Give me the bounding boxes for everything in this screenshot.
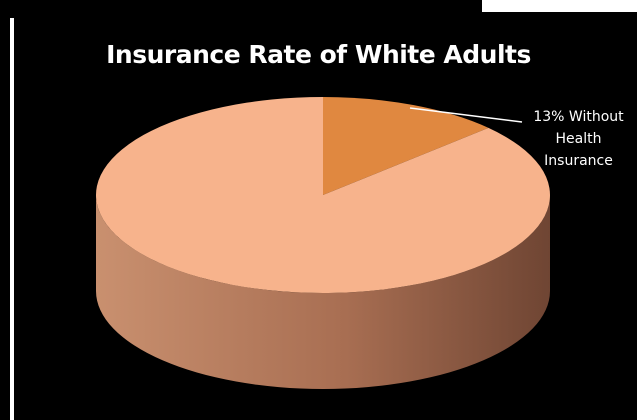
chart-title: Insurance Rate of White Adults	[106, 40, 531, 69]
left-rule	[10, 18, 14, 420]
corner-block	[482, 0, 637, 12]
pie-side	[96, 195, 550, 389]
pie-slice-1	[323, 97, 489, 195]
data-label-without-insurance: 13% Without Health Insurance	[533, 109, 624, 169]
pie-slice-0	[95, 97, 551, 293]
label-leader-line	[409, 107, 523, 123]
